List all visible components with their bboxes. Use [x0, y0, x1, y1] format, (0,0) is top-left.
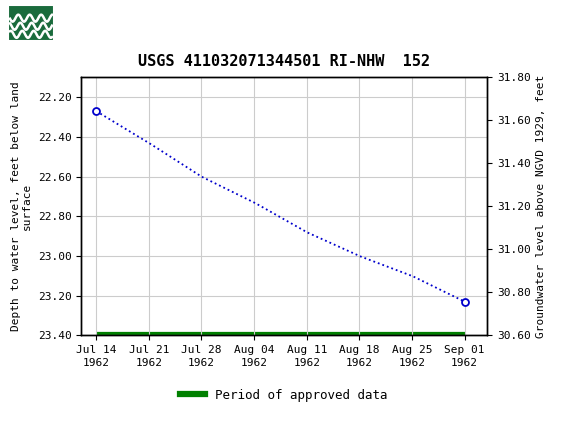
Y-axis label: Depth to water level, feet below land
surface: Depth to water level, feet below land su… [10, 82, 32, 331]
Y-axis label: Groundwater level above NGVD 1929, feet: Groundwater level above NGVD 1929, feet [536, 75, 546, 338]
Title: USGS 411032071344501 RI-NHW  152: USGS 411032071344501 RI-NHW 152 [138, 54, 430, 69]
Text: USGS: USGS [59, 14, 119, 33]
Legend: Period of approved data: Period of approved data [175, 384, 393, 406]
FancyBboxPatch shape [8, 5, 54, 41]
